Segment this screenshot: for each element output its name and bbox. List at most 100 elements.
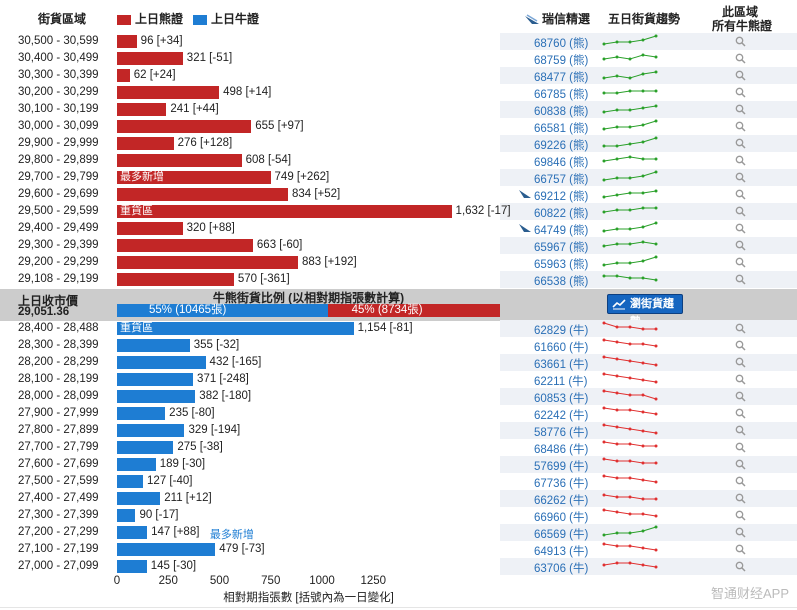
trend-point <box>641 276 645 280</box>
search-icon[interactable] <box>735 155 746 166</box>
warrant-code-link[interactable]: 67736 (牛) <box>534 478 589 490</box>
bear-bar <box>117 69 130 82</box>
warrant-code-link[interactable]: 62242 (牛) <box>534 410 589 422</box>
trend-point <box>602 457 606 461</box>
search-icon[interactable] <box>735 138 746 149</box>
warrant-code-link[interactable]: 60853 (牛) <box>534 393 589 405</box>
warrant-code-link[interactable]: 66581 (熊) <box>534 123 589 135</box>
search-icon[interactable] <box>735 323 746 334</box>
warrant-code-link[interactable]: 68486 (牛) <box>534 444 589 456</box>
warrant-code-link[interactable]: 62211 (牛) <box>534 376 588 388</box>
search-icon[interactable] <box>735 374 746 385</box>
trend-point <box>654 206 658 210</box>
range-label: 30,300 - 30,399 <box>18 69 99 81</box>
trend-point <box>654 431 658 435</box>
search-icon[interactable] <box>735 459 746 470</box>
search-icon[interactable] <box>735 257 746 268</box>
bear-bar <box>117 239 253 252</box>
warrant-code-link[interactable]: 66785 (熊) <box>534 89 589 101</box>
warrant-code-link[interactable]: 58776 (牛) <box>534 427 589 439</box>
warrant-code-link[interactable]: 68759 (熊) <box>534 55 589 67</box>
trend-point <box>641 529 645 533</box>
bar-value-label: 189 [-30] <box>159 458 206 470</box>
trend-point <box>641 259 645 263</box>
warrant-code-link[interactable]: 69846 (熊) <box>534 157 589 169</box>
warrant-code-link[interactable]: 57699 (牛) <box>534 461 589 473</box>
warrant-code-link[interactable]: 60822 (熊) <box>534 208 589 220</box>
search-icon[interactable] <box>735 206 746 217</box>
range-label: 29,300 - 29,399 <box>18 239 99 251</box>
warrant-code-link[interactable]: 69212 (熊) <box>534 191 589 203</box>
warrant-code-link[interactable]: 62829 (牛) <box>534 325 589 337</box>
warrant-code-link[interactable]: 60838 (熊) <box>534 106 589 118</box>
trend-point <box>628 57 632 61</box>
search-icon[interactable] <box>735 510 746 521</box>
warrant-code-link[interactable]: 66960 (牛) <box>534 512 589 524</box>
search-icon[interactable] <box>735 340 746 351</box>
street-trend-button[interactable]: 瀏街貨趨勢 <box>607 294 683 328</box>
search-icon[interactable] <box>735 36 746 47</box>
search-icon[interactable] <box>735 425 746 436</box>
bull-bar <box>117 526 148 539</box>
search-icon[interactable] <box>735 274 746 285</box>
trend-point <box>615 495 619 499</box>
warrant-code-link[interactable]: 68477 (熊) <box>534 72 589 84</box>
warrant-code-link[interactable]: 65963 (熊) <box>534 259 589 271</box>
warrant-code-link[interactable]: 66757 (熊) <box>534 174 589 186</box>
search-icon[interactable] <box>735 87 746 98</box>
bar-value-label: 883 [+192] <box>302 256 357 268</box>
trend-point <box>615 261 619 265</box>
search-icon[interactable] <box>735 357 746 368</box>
warrant-code-link[interactable]: 66262 (牛) <box>534 495 589 507</box>
search-icon[interactable] <box>735 104 746 115</box>
warrant-code-link[interactable]: 61660 (牛) <box>534 342 589 354</box>
search-icon[interactable] <box>735 53 746 64</box>
warrant-code-link[interactable]: 63706 (牛) <box>534 563 589 575</box>
search-icon[interactable] <box>735 476 746 487</box>
search-icon[interactable] <box>735 172 746 183</box>
search-icon[interactable] <box>735 189 746 200</box>
range-label: 28,000 - 28,099 <box>18 390 99 402</box>
trend-sparkline <box>602 406 658 416</box>
table-row: 27,600 - 27,699 189 [-30] 57699 (牛) <box>0 456 797 473</box>
table-row: 29,108 - 29,199 570 [-361] 66538 (熊) <box>0 271 797 288</box>
bar-value-label: 608 [-54] <box>245 154 292 166</box>
search-icon[interactable] <box>735 442 746 453</box>
trend-point <box>602 195 606 199</box>
warrant-code-link[interactable]: 65967 (熊) <box>534 242 589 254</box>
trend-point <box>654 480 658 484</box>
search-icon[interactable] <box>735 544 746 555</box>
trend-sparkline <box>602 240 658 248</box>
x-axis-label: 相對期指張數 [括號內為一日變化] <box>223 592 394 604</box>
search-icon[interactable] <box>735 70 746 81</box>
trend-point <box>641 461 645 465</box>
bar-value-label: 663 [-60] <box>256 239 303 251</box>
warrant-code-link[interactable]: 68760 (熊) <box>534 38 589 50</box>
search-icon[interactable] <box>735 240 746 251</box>
search-icon[interactable] <box>735 391 746 402</box>
warrant-code-link[interactable]: 64749 (熊) <box>534 225 589 237</box>
warrant-code-link[interactable]: 63661 (牛) <box>534 359 589 371</box>
table-row: 27,100 - 27,199 479 [-73] 64913 (牛) <box>0 541 797 558</box>
trend-point <box>654 397 658 401</box>
warrant-code-link[interactable]: 69226 (熊) <box>534 140 589 152</box>
search-icon[interactable] <box>735 561 746 572</box>
trend-point <box>615 561 619 565</box>
search-icon[interactable] <box>735 527 746 538</box>
range-label: 27,800 - 27,899 <box>18 424 99 436</box>
trend-point <box>641 497 645 501</box>
warrant-code-link[interactable]: 66569 (牛) <box>534 529 589 541</box>
search-icon[interactable] <box>735 121 746 132</box>
search-icon[interactable] <box>735 223 746 234</box>
warrant-code-link[interactable]: 66538 (熊) <box>534 276 589 288</box>
trend-point <box>602 127 606 131</box>
bear-legend-label: 上日熊證 <box>135 12 184 26</box>
bear-legend-swatch <box>117 14 131 25</box>
range-label: 29,700 - 29,799 <box>18 171 99 183</box>
table-row: 28,000 - 28,099 382 [-180] 60853 (牛) <box>0 388 797 405</box>
warrant-code-link[interactable]: 64913 (牛) <box>534 546 589 558</box>
search-icon[interactable] <box>735 408 746 419</box>
search-icon[interactable] <box>735 493 746 504</box>
trend-point <box>654 444 658 448</box>
trend-point <box>602 244 606 248</box>
